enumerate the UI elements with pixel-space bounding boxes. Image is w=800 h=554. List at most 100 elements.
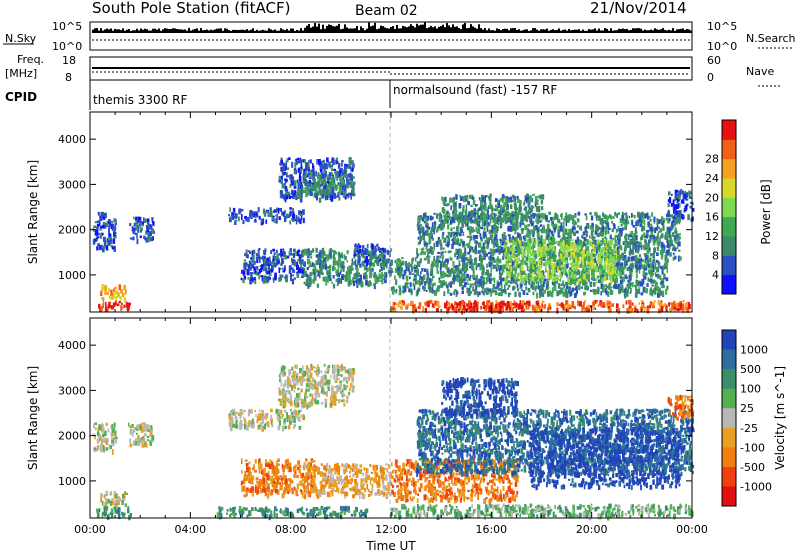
data-cell — [284, 179, 287, 184]
data-cell — [587, 269, 591, 275]
data-cell — [489, 248, 492, 252]
data-cell — [348, 157, 352, 163]
data-cell — [344, 192, 347, 197]
data-cell — [485, 287, 489, 294]
data-cell — [269, 259, 271, 263]
data-cell — [383, 264, 385, 271]
data-cell — [384, 273, 386, 276]
data-cell — [642, 270, 646, 275]
data-cell — [331, 168, 333, 172]
data-cell — [563, 284, 566, 289]
data-cell — [468, 228, 471, 233]
nsky-bar — [110, 28, 112, 33]
data-cell — [662, 218, 666, 224]
data-cell — [562, 235, 566, 240]
data-cell — [508, 307, 512, 310]
data-cell — [637, 280, 640, 287]
data-cell — [507, 225, 511, 230]
data-cell — [394, 307, 397, 312]
data-cell — [679, 306, 682, 311]
data-cell — [370, 282, 372, 287]
data-cell — [419, 274, 421, 281]
data-cell — [534, 288, 537, 292]
data-cell — [565, 285, 569, 290]
nsky-bar — [252, 28, 254, 33]
nsky-bar — [116, 29, 118, 33]
data-cell — [312, 168, 315, 174]
data-cell — [341, 275, 344, 280]
data-cell — [513, 225, 517, 228]
data-cell — [320, 249, 323, 255]
data-cell — [625, 287, 628, 292]
data-cell — [486, 244, 489, 250]
data-cell — [644, 266, 648, 269]
data-cell — [425, 301, 428, 306]
data-cell — [640, 282, 643, 287]
data-cell — [322, 276, 325, 282]
data-cell — [540, 257, 543, 264]
data-cell — [635, 273, 638, 279]
data-cell — [578, 239, 581, 245]
data-cell — [483, 255, 485, 258]
data-cell — [492, 283, 496, 289]
data-cell — [586, 223, 589, 229]
data-cell — [502, 241, 505, 246]
data-cell — [397, 302, 400, 308]
data-cell — [267, 260, 270, 265]
data-cell — [111, 223, 115, 230]
data-cell — [285, 191, 288, 196]
nsearch-tick-top: 10^5 — [707, 20, 737, 33]
data-cell — [682, 299, 685, 303]
data-cell — [569, 256, 572, 259]
data-cell — [457, 224, 460, 229]
data-cell — [661, 251, 664, 258]
data-cell — [320, 272, 323, 275]
data-cell — [339, 271, 342, 275]
data-cell — [436, 229, 438, 233]
data-cell — [354, 280, 357, 283]
data-cell — [624, 224, 627, 230]
data-cell — [495, 248, 498, 253]
data-cell — [462, 223, 464, 229]
nsky-bar — [208, 30, 210, 33]
data-cell — [495, 300, 498, 304]
data-cell — [666, 238, 668, 243]
nsky-bar — [278, 30, 280, 33]
data-cell — [335, 278, 338, 283]
nsky-bar — [344, 24, 346, 33]
data-cell — [475, 274, 478, 279]
data-cell — [107, 219, 111, 222]
nsky-bar — [200, 28, 202, 33]
data-cell — [290, 275, 292, 282]
data-cell — [437, 226, 440, 230]
data-cell — [433, 258, 436, 262]
data-cell — [509, 270, 512, 276]
data-cell — [278, 253, 281, 256]
data-cell — [279, 162, 282, 166]
nsky-bar — [662, 28, 664, 33]
data-cell — [293, 263, 296, 267]
data-cell — [466, 235, 470, 238]
data-cell — [428, 281, 431, 287]
data-cell — [566, 237, 570, 240]
data-cell — [336, 176, 339, 181]
data-cell — [541, 255, 544, 261]
data-cell — [545, 283, 549, 288]
data-cell — [311, 186, 313, 189]
data-cell — [96, 230, 99, 236]
data-cell — [251, 263, 254, 269]
data-cell — [408, 273, 412, 276]
data-cell — [577, 269, 580, 273]
data-cell — [559, 278, 561, 282]
data-cell — [551, 246, 554, 252]
data-cell — [99, 226, 102, 229]
data-cell — [241, 214, 243, 220]
data-cell — [341, 160, 344, 163]
data-cell — [685, 302, 689, 308]
data-cell — [338, 182, 341, 186]
data-cell — [596, 217, 598, 221]
data-cell — [264, 260, 268, 266]
data-cell — [595, 278, 598, 284]
data-cell — [572, 219, 575, 225]
data-cell — [649, 218, 652, 222]
